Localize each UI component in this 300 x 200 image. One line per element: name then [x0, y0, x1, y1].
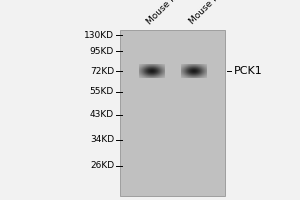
Text: 26KD: 26KD — [90, 162, 114, 170]
Text: 43KD: 43KD — [90, 110, 114, 119]
Text: Mouse liver: Mouse liver — [145, 0, 188, 26]
Text: 34KD: 34KD — [90, 136, 114, 144]
Text: Mouse kidney: Mouse kidney — [187, 0, 238, 26]
Text: 95KD: 95KD — [90, 46, 114, 55]
Text: 55KD: 55KD — [90, 88, 114, 97]
Bar — [120, 30, 225, 196]
Text: PCK1: PCK1 — [234, 66, 263, 76]
Text: 130KD: 130KD — [84, 30, 114, 40]
Text: 72KD: 72KD — [90, 66, 114, 75]
